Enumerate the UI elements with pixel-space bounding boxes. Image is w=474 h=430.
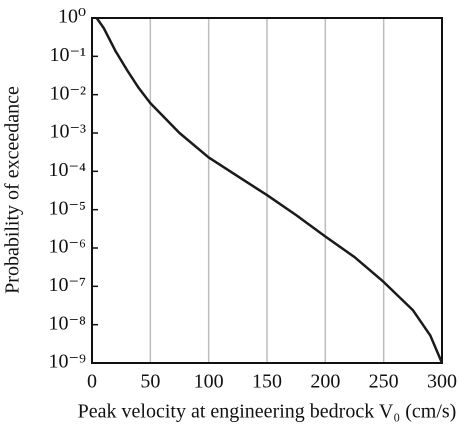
x-axis-label: Peak velocity at engineering bedrock V₀ … [78, 401, 457, 423]
x-tick-label: 150 [252, 371, 282, 393]
y-tick-label: 10⁻¹ [49, 44, 86, 66]
y-tick-label: 10⁻⁸ [48, 312, 86, 334]
y-tick-label: 10⁻² [49, 82, 86, 104]
x-tick-label: 50 [140, 371, 160, 393]
plot-frame [91, 17, 443, 364]
y-tick-label: 10⁻⁷ [48, 274, 86, 296]
y-tick-label: 10⁻³ [49, 121, 86, 143]
x-tick-label: 100 [194, 371, 224, 393]
y-tick-label: 10⁻⁵ [48, 197, 86, 219]
x-tick-label: 200 [310, 371, 340, 393]
y-tick-label: 10⁻⁴ [48, 159, 86, 181]
x-tick-label: 250 [369, 371, 399, 393]
line [95, 17, 444, 364]
y-tick-label: 10⁻⁶ [48, 236, 86, 258]
y-axis-label: Probability of exceedance [2, 86, 24, 294]
x-tick-label: 300 [427, 371, 457, 393]
y-tick-label: 10⁰ [58, 6, 86, 28]
x-tick-label: 0 [87, 371, 97, 393]
y-tick-label: 10⁻⁹ [48, 351, 86, 373]
